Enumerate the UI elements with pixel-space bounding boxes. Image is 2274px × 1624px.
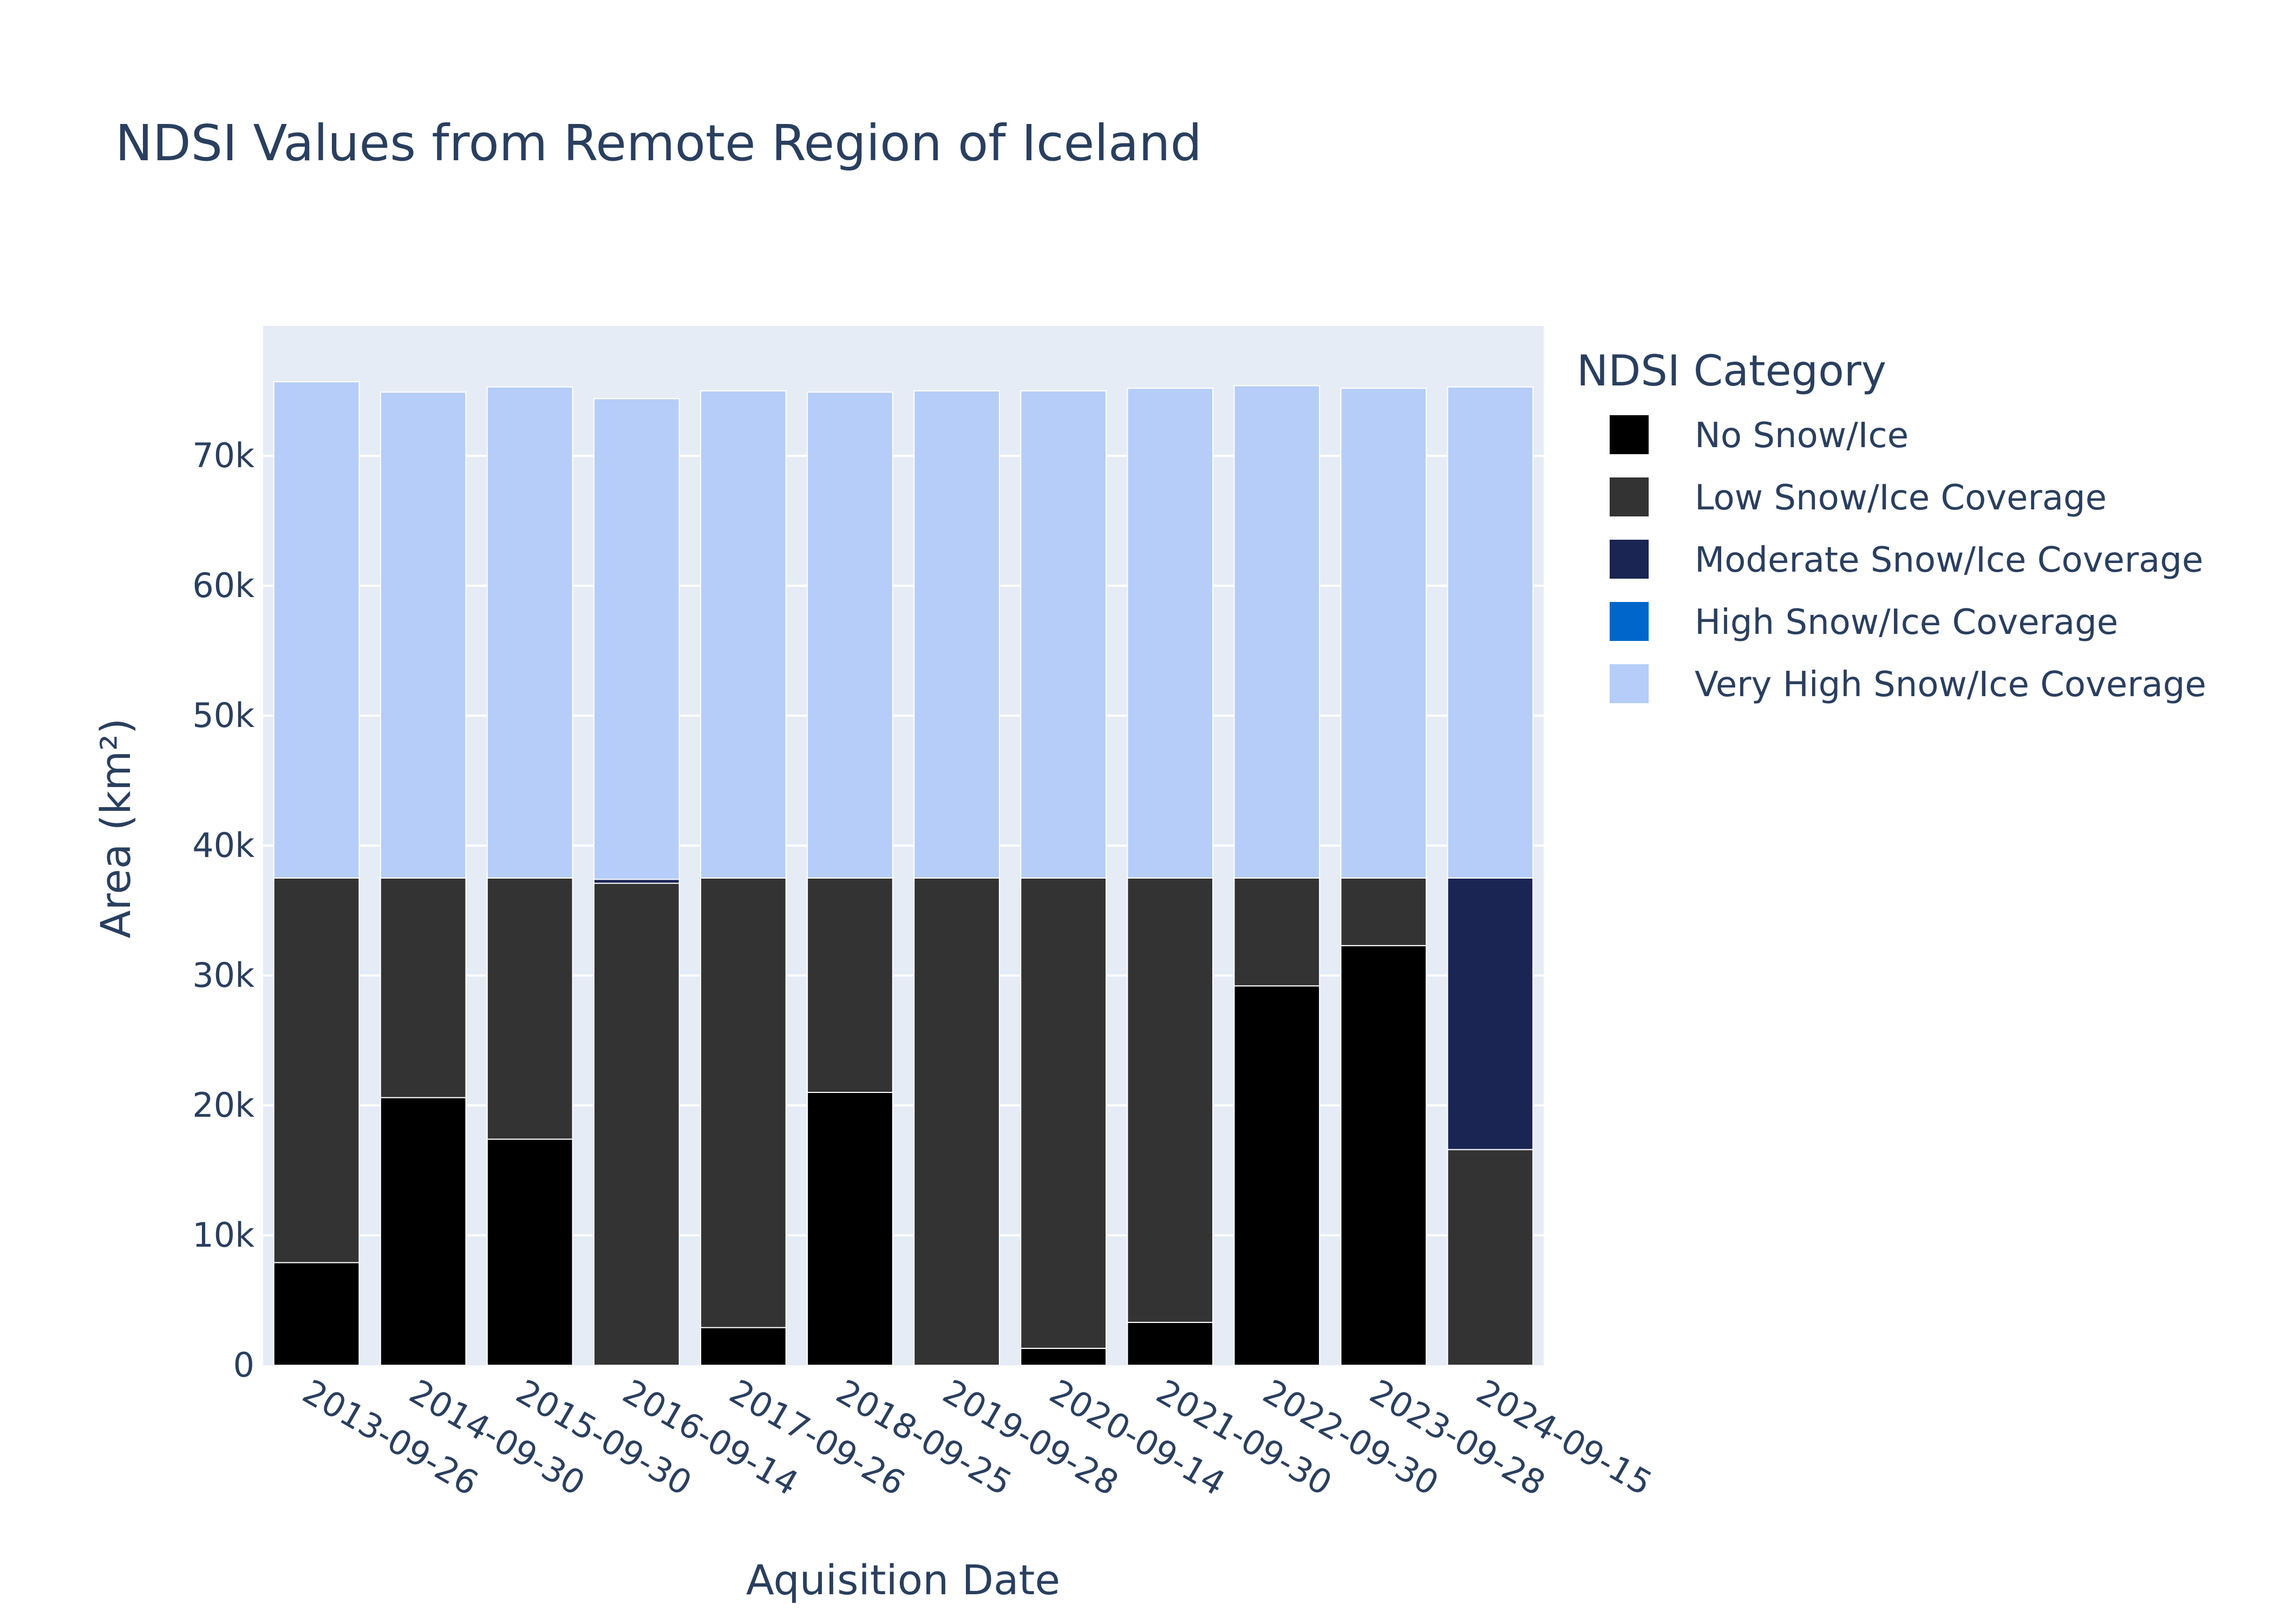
- legend: NDSI Category No Snow/Ice Low Snow/Ice Co…: [1577, 347, 2206, 705]
- bar-segment: [1020, 390, 1107, 879]
- x-axis-ticks: 2013-09-262014-09-302015-09-302016-09-14…: [296, 1372, 1658, 1503]
- bar-segment: [700, 390, 787, 879]
- y-tick-label: 10k: [192, 1215, 254, 1255]
- bar-segment: [807, 391, 893, 879]
- bar-segment: [1233, 985, 1321, 1366]
- x-axis-title: Aquisition Date: [746, 1556, 1060, 1604]
- bar-segment: [1127, 878, 1214, 1323]
- bar-segment: [1340, 945, 1427, 1366]
- y-tick-label: 0: [233, 1345, 254, 1385]
- bar-segment: [1447, 386, 1534, 879]
- bar-segment: [273, 381, 360, 879]
- bar-segment: [486, 386, 573, 879]
- gridlines: [263, 455, 1544, 1236]
- bar-segment: [593, 879, 680, 884]
- legend-item-label: Very High Snow/Ice Coverage: [1695, 665, 2206, 705]
- y-axis-ticks: 0 10k 20k 30k 40k 50k 60k 70k: [192, 436, 254, 1385]
- legend-swatch: [1610, 602, 1649, 641]
- legend-item-label: Low Snow/Ice Coverage: [1695, 478, 2107, 518]
- bar-segment: [1127, 388, 1214, 879]
- y-tick-label: 30k: [192, 955, 254, 995]
- bar-segment: [1447, 1149, 1534, 1366]
- bar-segment: [1233, 878, 1321, 987]
- bar-segment: [593, 882, 680, 1366]
- legend-swatch: [1610, 477, 1649, 516]
- bar-segment: [1127, 1321, 1214, 1366]
- legend-item-label: No Snow/Ice: [1695, 416, 1909, 456]
- y-tick-label: 40k: [192, 826, 254, 865]
- bar-segment: [486, 1138, 573, 1366]
- bar-segment: [807, 878, 893, 1093]
- bar-segment: [700, 1327, 787, 1366]
- bar-segment: [273, 878, 360, 1263]
- chart-title: NDSI Values from Remote Region of Icelan…: [115, 114, 1202, 172]
- y-tick-label: 50k: [192, 696, 254, 735]
- legend-swatch: [1610, 415, 1649, 454]
- bar-segment: [807, 1092, 893, 1366]
- bar-segment: [1340, 388, 1427, 879]
- bar-segment: [486, 878, 573, 1140]
- bar-segment: [273, 1262, 360, 1366]
- y-axis-title: Area (km²): [92, 718, 140, 939]
- bar-segment: [593, 398, 680, 880]
- bar-segment: [1020, 878, 1107, 1349]
- bar-segment: [1233, 385, 1321, 879]
- bar-segment: [380, 878, 467, 1098]
- bar-segment: [1340, 878, 1427, 946]
- bar-segment: [700, 878, 787, 1328]
- bar-segment: [380, 391, 467, 879]
- y-tick-label: 60k: [192, 566, 254, 605]
- legend-item-label: High Snow/Ice Coverage: [1695, 603, 2118, 643]
- y-tick-label: 20k: [192, 1085, 254, 1125]
- legend-swatch: [1610, 664, 1649, 703]
- bar-segment: [913, 390, 1000, 879]
- bar-segment: [380, 1097, 467, 1366]
- bars: [273, 381, 1534, 1366]
- bar-segment: [913, 878, 1000, 1366]
- y-tick-label: 70k: [192, 436, 254, 475]
- legend-item-label: Moderate Snow/Ice Coverage: [1695, 540, 2203, 580]
- bar-segment: [1447, 878, 1534, 1150]
- legend-swatch: [1610, 540, 1649, 579]
- legend-title: NDSI Category: [1577, 347, 1886, 396]
- bar-segment: [1020, 1347, 1107, 1366]
